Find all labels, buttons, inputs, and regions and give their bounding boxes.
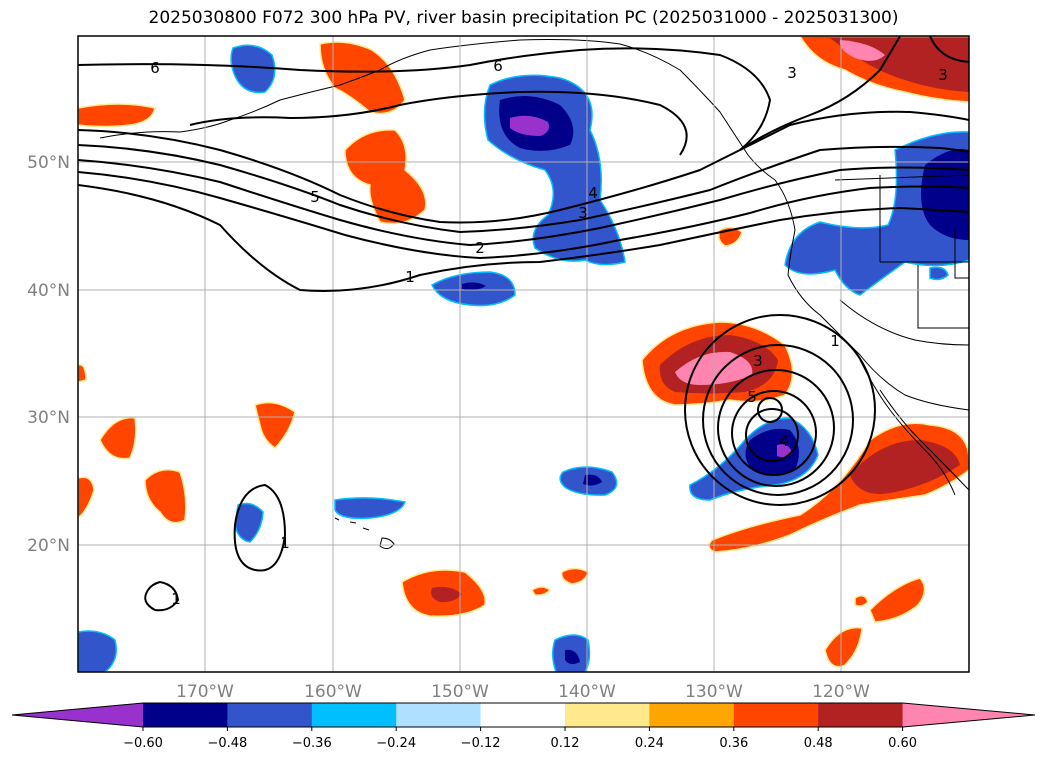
contour-label: 5 (747, 388, 757, 406)
colorbar-extend-low (12, 703, 143, 727)
colorbar-segment (143, 703, 228, 727)
colorbar-tick-label: 0.36 (719, 736, 748, 751)
lat-label: 20°N (27, 536, 70, 556)
colorbar-segment (396, 703, 482, 727)
contour-label: 6 (150, 59, 160, 77)
latitude-labels: 50°N 40°N 30°N 20°N (27, 153, 70, 556)
pv-contour-labels: 1 2 3 4 5 6 6 3 3 3 4 5 1 1 1 (150, 57, 948, 608)
lon-label: 120°W (812, 682, 870, 702)
contour-label: 4 (779, 432, 789, 450)
colorbar-segment (818, 703, 904, 727)
colorbar-segment (565, 703, 650, 727)
map-content: 1 2 3 4 5 6 6 3 3 3 4 5 1 1 1 (78, 36, 969, 672)
colorbar-tick-label: −0.24 (376, 736, 416, 751)
contour-label: 3 (938, 66, 948, 84)
pv-contours (78, 36, 969, 612)
contour-label: 2 (475, 239, 485, 257)
colorbar-tick-label: −0.36 (292, 736, 332, 751)
contour-label: 5 (310, 188, 320, 206)
colorbar-tick-label: 0.24 (635, 736, 664, 751)
colorbar-tick-label: −0.48 (207, 736, 247, 751)
colorbar-tick-label: −0.60 (123, 736, 163, 751)
gridlines (78, 36, 969, 672)
contour-label: 1 (280, 534, 290, 552)
colorbar-segment (227, 703, 313, 727)
colorbar-tick-label: −0.12 (461, 736, 501, 751)
lat-label: 50°N (27, 153, 70, 173)
map-title: 2025030800 F072 300 hPa PV, river basin … (148, 8, 899, 28)
contour-label: 6 (493, 57, 503, 75)
map-border (77, 35, 970, 673)
colorbar-segment (480, 703, 566, 727)
colorbar-segment (733, 703, 819, 727)
colorbar-extend-high (902, 703, 1035, 727)
contour-label: 3 (578, 204, 588, 222)
lat-label: 30°N (27, 408, 70, 428)
colorbar-segment (311, 703, 397, 727)
longitude-labels: 170°W 160°W 150°W 140°W 130°W 120°W (176, 682, 870, 702)
contour-label: 3 (787, 64, 797, 82)
negative-anomaly-shading (78, 44, 969, 672)
contour-label: 4 (588, 184, 598, 202)
contour-label: 1 (171, 590, 181, 608)
lon-label: 130°W (685, 682, 743, 702)
lon-label: 140°W (558, 682, 616, 702)
lon-label: 150°W (431, 682, 489, 702)
contour-label: 1 (405, 268, 415, 286)
colorbar-tick-label: 0.60 (888, 736, 917, 751)
positive-anomaly-shading (78, 36, 969, 668)
lat-label: 40°N (27, 281, 70, 301)
colorbar: −0.60 −0.48 −0.36 −0.24 −0.12 0.12 0.24 0.36 0.4… (11, 702, 1036, 751)
colorbar-tick-label: 0.48 (804, 736, 833, 751)
lon-label: 170°W (176, 682, 234, 702)
colorbar-tick-label: 0.12 (551, 736, 580, 751)
colorbar-segment (649, 703, 735, 727)
contour-label: 3 (753, 352, 763, 370)
contour-label: 1 (830, 332, 840, 350)
lon-label: 160°W (304, 682, 362, 702)
